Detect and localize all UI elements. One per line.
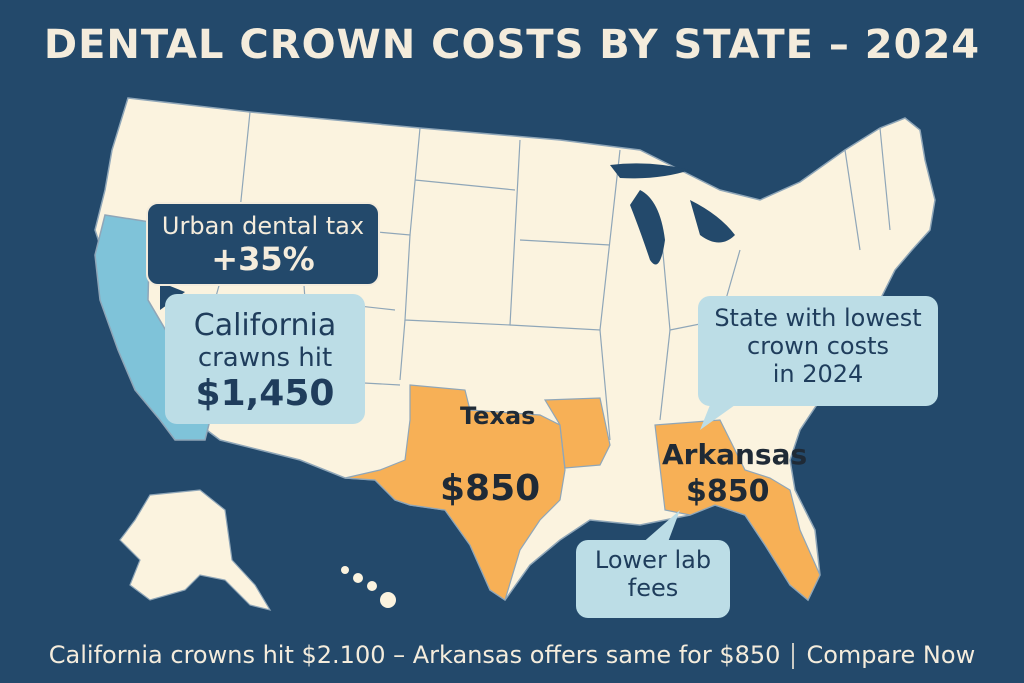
california-callout-price: $1,450 [195, 373, 335, 414]
alaska-shape [119, 489, 272, 611]
map-title: DENTAL CROWN COSTS BY STATE – 2024 [43, 22, 981, 68]
lab-fees-line2: fees [627, 574, 679, 602]
california-callout-line2: crawns hit [197, 343, 333, 373]
compare-now-link[interactable]: Compare Now [806, 641, 976, 669]
arkansas-shape [543, 397, 611, 469]
texas-price-label: $850 [440, 468, 541, 509]
texas-name-label: Texas [460, 402, 536, 430]
arkansas-price-label: $850 [686, 474, 770, 509]
footer-separator [792, 643, 795, 669]
lab-fees-callout: Lower lab fees [576, 540, 730, 618]
urban-tax-callout: Urban dental tax +35% [146, 202, 380, 286]
hawaii-shape [341, 566, 396, 608]
footer-banner: California crowns hit $2.100 – Arkansas … [0, 641, 1024, 669]
southeast-highlight [654, 419, 821, 601]
lowest-tail [700, 400, 735, 430]
california-callout-line1: California [193, 308, 337, 343]
lowest-line1: State with lowest [714, 304, 922, 332]
arkansas-name-label: Arkansas [662, 438, 808, 471]
lowest-cost-callout: State with lowest crown costs in 2024 [698, 296, 938, 406]
california-callout: California crawns hit $1,450 [165, 294, 365, 424]
footer-text: California crowns hit $2.100 – Arkansas … [48, 641, 781, 669]
urban-tax-line1: Urban dental tax [161, 212, 365, 240]
lowest-line2: crown costs [747, 332, 889, 360]
lowest-line3: in 2024 [772, 360, 864, 388]
texas-shape [344, 384, 566, 601]
great-lakes [610, 163, 735, 265]
urban-tax-line2: +35% [211, 240, 315, 278]
lab-fees-line1: Lower lab [594, 546, 712, 574]
